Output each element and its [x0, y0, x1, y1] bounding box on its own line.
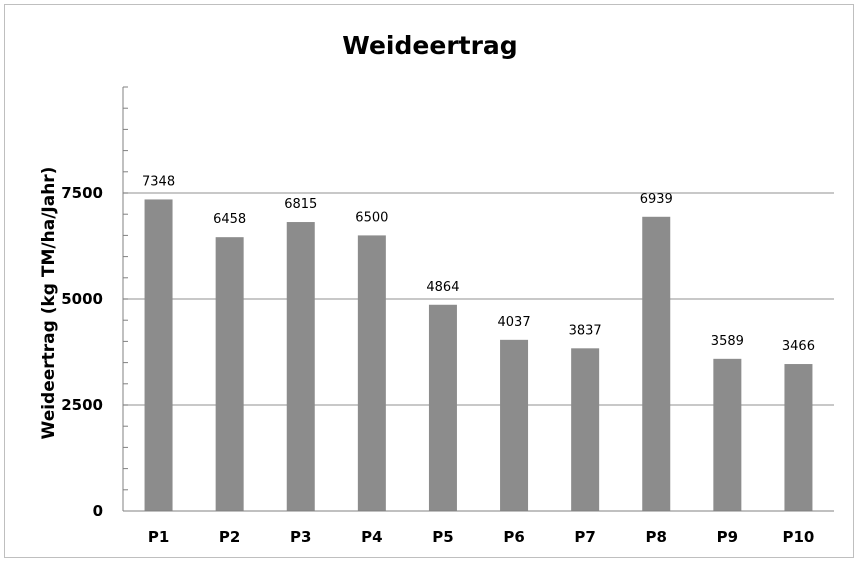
y-tick-label: 5000: [61, 290, 103, 308]
data-label: 7348: [142, 174, 175, 189]
bars: [144, 199, 813, 512]
x-tick-label: P1: [148, 528, 169, 546]
bar: [144, 199, 173, 511]
bar-chart: Weideertrag Weideertrag (kg TM/ha/Jahr) …: [39, 31, 834, 546]
x-tick-label: P8: [646, 528, 667, 546]
x-tick-label: P9: [717, 528, 738, 546]
bar: [571, 348, 600, 511]
y-axis-label: Weideertrag (kg TM/ha/Jahr): [39, 167, 59, 440]
labels: 0 2500 5000 7500 7348 P1 6458 P2 6815 P3 6500 P4 486…: [61, 174, 815, 546]
data-label: 3589: [711, 334, 744, 349]
bar: [713, 358, 742, 511]
x-tick-label: P4: [361, 528, 382, 546]
x-tick-label: P3: [290, 528, 311, 546]
data-label: 6458: [213, 212, 246, 227]
y-tick-label: 2500: [61, 396, 103, 414]
y-tick-label: 0: [93, 502, 103, 520]
bar: [500, 339, 529, 511]
x-tick-label: P2: [219, 528, 240, 546]
data-label: 4864: [426, 280, 459, 295]
data-label: 6500: [355, 210, 388, 225]
x-tick-label: P10: [783, 528, 815, 546]
data-label: 6939: [640, 192, 673, 207]
axes: [122, 86, 834, 512]
data-label: 3837: [569, 323, 602, 338]
x-tick-label: P5: [432, 528, 453, 546]
data-label: 6815: [284, 197, 317, 212]
x-tick-label: P6: [503, 528, 524, 546]
y-tick-label: 7500: [61, 184, 103, 202]
data-label: 3466: [782, 339, 815, 354]
data-label: 4037: [498, 315, 531, 330]
chart-title: Weideertrag: [342, 31, 517, 60]
bar: [215, 237, 244, 512]
x-tick-label: P7: [574, 528, 595, 546]
bar: [357, 235, 386, 511]
bar: [428, 304, 457, 511]
bar: [642, 216, 671, 511]
chart-frame: Weideertrag Weideertrag (kg TM/ha/Jahr) …: [4, 4, 854, 558]
bar: [784, 364, 813, 511]
bar: [286, 222, 315, 511]
